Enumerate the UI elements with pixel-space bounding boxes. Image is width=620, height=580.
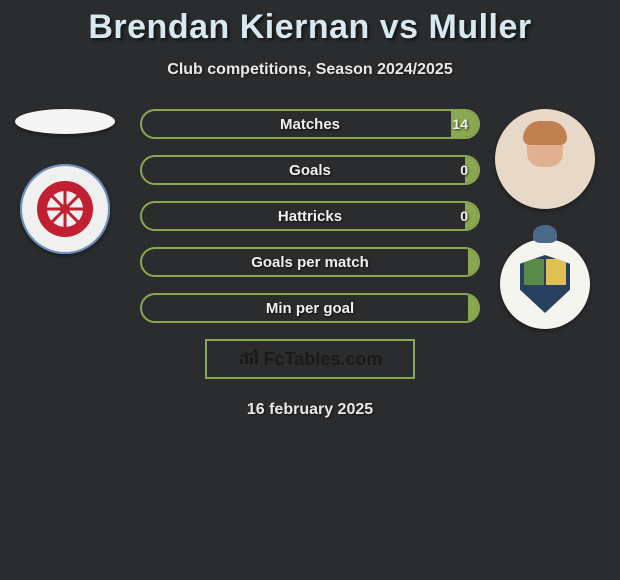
- subtitle: Club competitions, Season 2024/2025: [0, 61, 620, 79]
- stat-value-right: 14: [452, 111, 468, 137]
- stat-bar: Matches 14: [140, 109, 480, 139]
- stat-label: Goals per match: [142, 249, 478, 275]
- comparison-content: Matches 14 Goals 0 Hattricks 0: [0, 109, 620, 419]
- stat-bar: Goals per match: [140, 247, 480, 277]
- club-badge-right: [500, 239, 590, 329]
- player-photo-left: [15, 109, 115, 134]
- stat-bar: Goals 0: [140, 155, 480, 185]
- brand-text: FcTables.com: [264, 349, 383, 370]
- chart-icon: [238, 348, 260, 371]
- date-text: 16 february 2025: [140, 401, 480, 419]
- player-photo-right: [495, 109, 595, 209]
- stat-label: Min per goal: [142, 295, 478, 321]
- stat-bar: Min per goal: [140, 293, 480, 323]
- brand-box[interactable]: FcTables.com: [205, 339, 415, 379]
- left-column: [10, 109, 120, 254]
- stat-value-right: 0: [460, 157, 468, 183]
- stat-value-right: 0: [460, 203, 468, 229]
- stat-label: Goals: [142, 157, 478, 183]
- stat-label: Matches: [142, 111, 478, 137]
- page-title: Brendan Kiernan vs Muller: [0, 8, 620, 47]
- stat-bars: Matches 14 Goals 0 Hattricks 0: [140, 109, 480, 419]
- club-badge-left: [20, 164, 110, 254]
- stat-label: Hattricks: [142, 203, 478, 229]
- right-column: [490, 109, 600, 329]
- stat-bar: Hattricks 0: [140, 201, 480, 231]
